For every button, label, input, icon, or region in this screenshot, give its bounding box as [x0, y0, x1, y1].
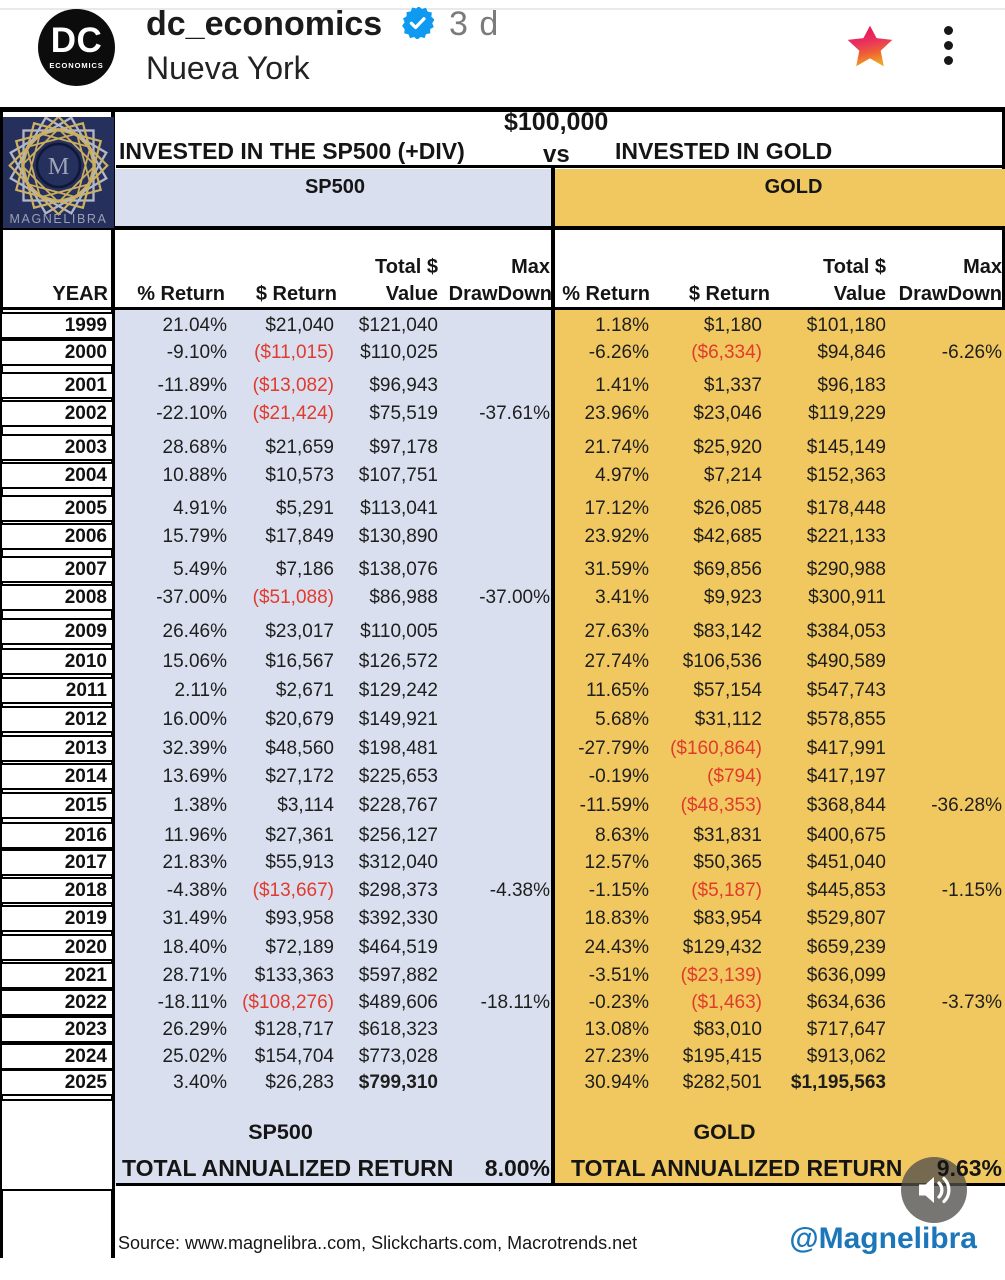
- svg-text:M: M: [48, 154, 69, 180]
